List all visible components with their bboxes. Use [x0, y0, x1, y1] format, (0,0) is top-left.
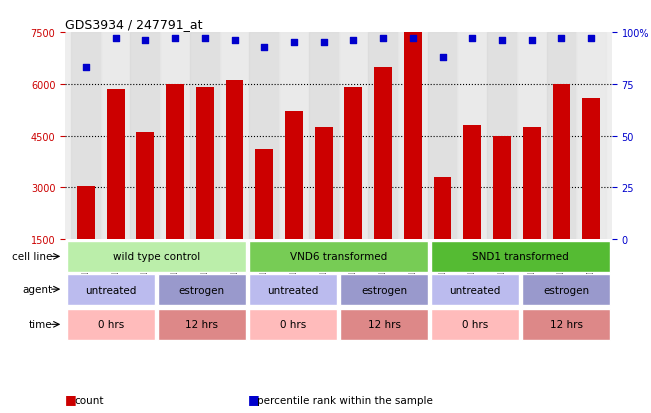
- Point: [200, 36, 210, 43]
- Text: percentile rank within the sample: percentile rank within the sample: [257, 395, 433, 405]
- Bar: [107, 90, 124, 240]
- Bar: [77, 186, 95, 240]
- Text: count: count: [75, 395, 104, 405]
- Text: 12 hrs: 12 hrs: [550, 320, 583, 330]
- Point: [318, 40, 329, 47]
- Bar: [66, 275, 155, 306]
- Text: ■: ■: [247, 392, 259, 405]
- Bar: [130, 33, 160, 240]
- Bar: [431, 241, 611, 272]
- Bar: [374, 67, 392, 240]
- Point: [81, 65, 91, 71]
- Bar: [576, 33, 606, 240]
- Point: [289, 40, 299, 47]
- Bar: [431, 309, 519, 340]
- Text: GDS3934 / 247791_at: GDS3934 / 247791_at: [65, 17, 202, 31]
- Text: untreated: untreated: [450, 285, 501, 295]
- Bar: [249, 33, 279, 240]
- Bar: [431, 275, 519, 306]
- Point: [348, 38, 359, 45]
- Bar: [190, 33, 219, 240]
- Point: [497, 38, 507, 45]
- Point: [378, 36, 388, 43]
- Text: 12 hrs: 12 hrs: [186, 320, 218, 330]
- Point: [259, 44, 270, 51]
- Text: 0 hrs: 0 hrs: [462, 320, 488, 330]
- Bar: [249, 241, 428, 272]
- Point: [527, 38, 537, 45]
- Bar: [464, 126, 481, 240]
- Text: VND6 transformed: VND6 transformed: [290, 252, 387, 262]
- Bar: [66, 241, 246, 272]
- Text: time: time: [29, 320, 52, 330]
- Bar: [285, 112, 303, 240]
- Bar: [196, 88, 214, 240]
- Text: SND1 transformed: SND1 transformed: [473, 252, 569, 262]
- Bar: [249, 309, 337, 340]
- Point: [229, 38, 240, 45]
- Bar: [517, 33, 547, 240]
- Bar: [279, 33, 309, 240]
- Bar: [547, 33, 576, 240]
- Text: 12 hrs: 12 hrs: [368, 320, 400, 330]
- Text: 0 hrs: 0 hrs: [280, 320, 306, 330]
- Bar: [314, 128, 333, 240]
- Point: [437, 55, 448, 61]
- Bar: [166, 85, 184, 240]
- Point: [140, 38, 150, 45]
- Bar: [309, 33, 339, 240]
- Text: untreated: untreated: [85, 285, 136, 295]
- Bar: [368, 33, 398, 240]
- Bar: [404, 28, 422, 240]
- Bar: [523, 128, 540, 240]
- Bar: [340, 309, 428, 340]
- Bar: [553, 85, 570, 240]
- Point: [408, 36, 418, 43]
- Point: [586, 36, 596, 43]
- Text: ■: ■: [65, 392, 77, 405]
- Text: cell line: cell line: [12, 252, 52, 262]
- Text: agent: agent: [22, 285, 52, 294]
- Bar: [434, 178, 451, 240]
- Bar: [101, 33, 130, 240]
- Bar: [582, 98, 600, 240]
- Bar: [137, 133, 154, 240]
- Bar: [66, 309, 155, 340]
- Bar: [487, 33, 517, 240]
- Text: estrogen: estrogen: [544, 285, 589, 295]
- Bar: [226, 81, 243, 240]
- Point: [556, 36, 566, 43]
- Text: estrogen: estrogen: [361, 285, 407, 295]
- Text: untreated: untreated: [268, 285, 318, 295]
- Bar: [158, 309, 246, 340]
- Bar: [398, 33, 428, 240]
- Bar: [339, 33, 368, 240]
- Point: [111, 36, 121, 43]
- Point: [467, 36, 477, 43]
- Bar: [428, 33, 458, 240]
- Text: 0 hrs: 0 hrs: [98, 320, 124, 330]
- Bar: [522, 275, 611, 306]
- Bar: [160, 33, 190, 240]
- Point: [170, 36, 180, 43]
- Bar: [255, 150, 273, 240]
- Bar: [71, 33, 101, 240]
- Bar: [158, 275, 246, 306]
- Bar: [249, 275, 337, 306]
- Bar: [522, 309, 611, 340]
- Bar: [340, 275, 428, 306]
- Bar: [344, 88, 363, 240]
- Bar: [219, 33, 249, 240]
- Text: estrogen: estrogen: [179, 285, 225, 295]
- Text: wild type control: wild type control: [113, 252, 200, 262]
- Bar: [493, 136, 511, 240]
- Bar: [458, 33, 487, 240]
